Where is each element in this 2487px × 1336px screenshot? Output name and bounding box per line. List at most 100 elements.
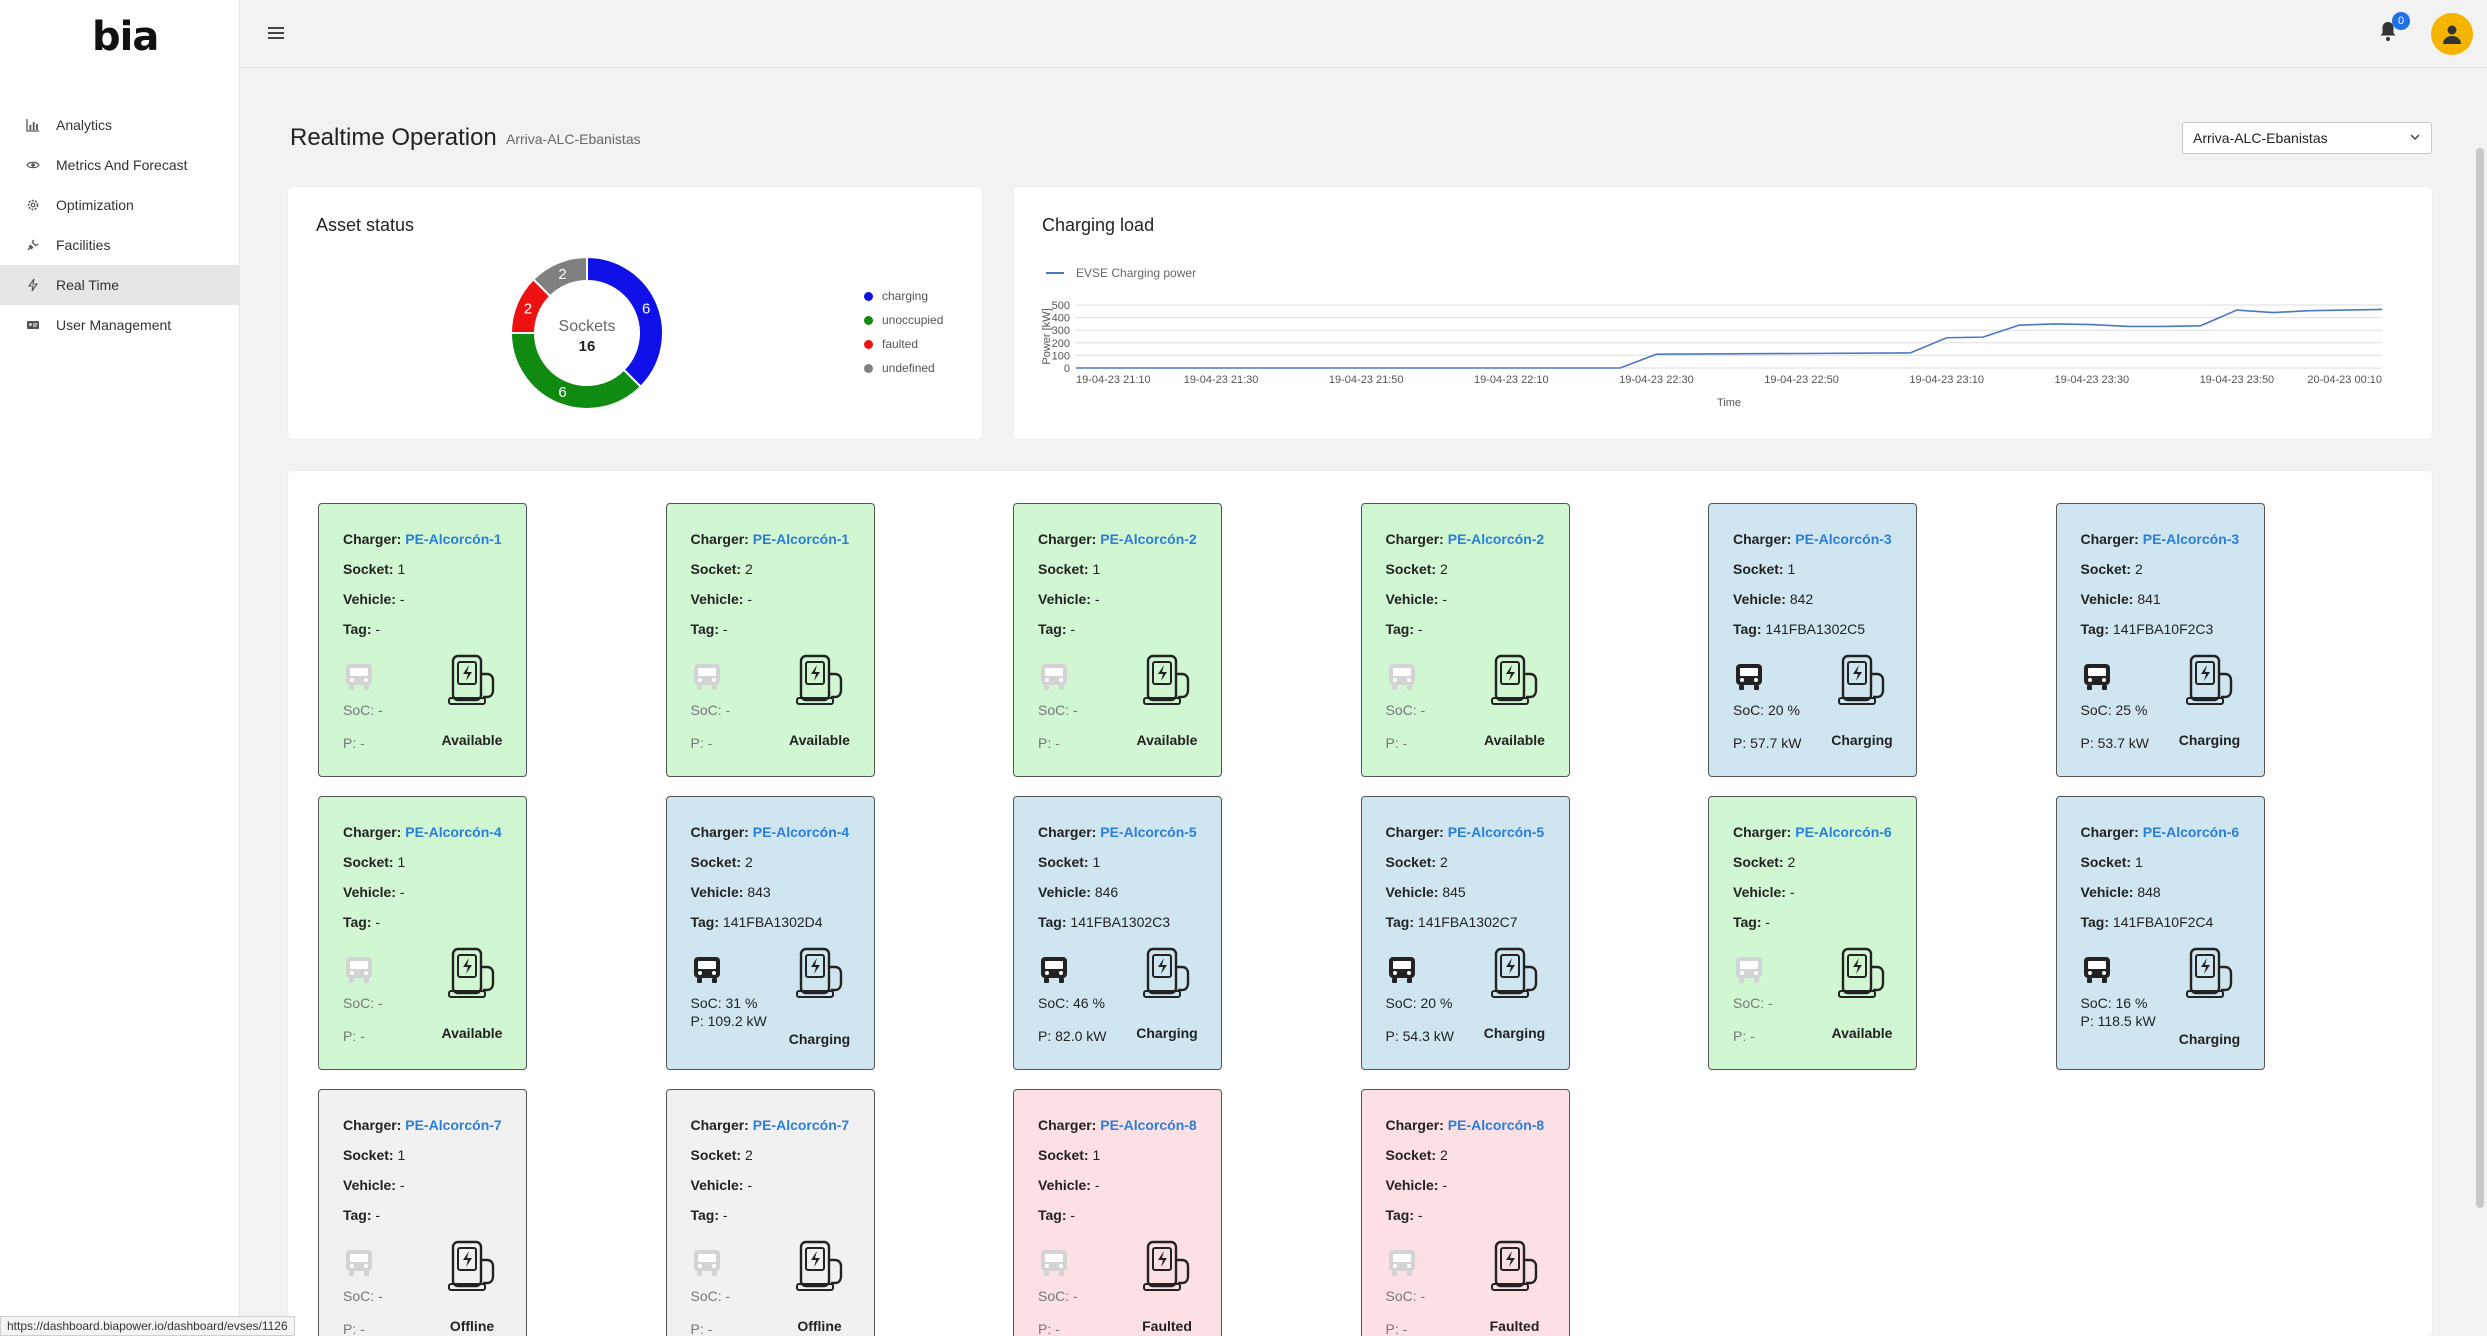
series-line-evse-charging-power[interactable]: [1076, 308, 2383, 369]
charger-label: Charger:: [1385, 824, 1444, 840]
evse-status: Available: [1831, 1025, 1893, 1041]
power-label: P:: [1038, 1321, 1052, 1336]
evse-card[interactable]: Charger: PE-Alcorcón-1 Socket: 2 Vehicle…: [665, 503, 875, 777]
evse-card[interactable]: Charger: PE-Alcorcón-7 Socket: 1 Vehicle…: [318, 1089, 527, 1336]
power-label: P:: [1038, 1028, 1052, 1044]
charger-link[interactable]: PE-Alcorcón-5: [1100, 824, 1197, 840]
charging-station-icon: [443, 652, 499, 708]
tag-value: 141FBA10F2C4: [2112, 914, 2214, 930]
hamburger-menu-icon[interactable]: [268, 24, 288, 44]
evse-status: Charging: [1136, 1025, 1198, 1041]
soc-label: SoC:: [1038, 702, 1070, 718]
scrollbar-thumb[interactable]: [2476, 148, 2484, 1208]
soc-value: 46 %: [1073, 995, 1105, 1011]
socket-label: Socket:: [1733, 854, 1784, 870]
evse-card[interactable]: Charger: PE-Alcorcón-1 Socket: 1 Vehicle…: [318, 503, 527, 777]
evse-tag-row: Tag: -: [691, 1207, 728, 1223]
site-select[interactable]: Arriva-ALC-Ebanistas: [2182, 122, 2432, 154]
charger-link[interactable]: PE-Alcorcón-3: [1795, 531, 1892, 547]
evse-card[interactable]: Charger: PE-Alcorcón-2 Socket: 2 Vehicle…: [1360, 503, 1570, 777]
evse-card[interactable]: Charger: PE-Alcorcón-8 Socket: 1 Vehicle…: [1013, 1089, 1222, 1336]
soc-label: SoC:: [343, 995, 375, 1011]
power-label: P:: [2080, 735, 2094, 751]
sidebar-item-facilities[interactable]: Facilities: [0, 225, 240, 265]
evse-card[interactable]: Charger: PE-Alcorcón-5 Socket: 2 Vehicle…: [1360, 796, 1570, 1070]
donut-slice-unoccupied[interactable]: [509, 332, 643, 410]
socket-value: 1: [397, 1147, 406, 1163]
sidebar-item-real-time[interactable]: Real Time: [0, 265, 240, 305]
charger-link[interactable]: PE-Alcorcón-7: [752, 1117, 850, 1133]
sidebar-item-optimization[interactable]: Optimization: [0, 185, 240, 225]
vehicle-label: Vehicle:: [343, 884, 396, 900]
evse-card[interactable]: Charger: PE-Alcorcón-6 Socket: 2 Vehicle…: [1708, 796, 1917, 1070]
charger-link[interactable]: PE-Alcorcón-4: [752, 824, 850, 840]
evse-card[interactable]: Charger: PE-Alcorcón-8 Socket: 2 Vehicle…: [1360, 1089, 1570, 1336]
soc-row: SoC: -: [1038, 1288, 1078, 1304]
charger-link[interactable]: PE-Alcorcón-8: [1100, 1117, 1197, 1133]
charger-link[interactable]: PE-Alcorcón-8: [1447, 1117, 1545, 1133]
soc-label: SoC:: [1733, 702, 1765, 718]
bolt-icon: [24, 276, 42, 294]
bia-logo[interactable]: bia: [92, 14, 159, 60]
soc-row: SoC: 46 %: [1038, 995, 1105, 1011]
charging-station-icon: [791, 945, 847, 1001]
evse-card[interactable]: Charger: PE-Alcorcón-3 Socket: 1 Vehicle…: [1708, 503, 1917, 777]
charger-link[interactable]: PE-Alcorcón-1: [752, 531, 850, 547]
tag-value: -: [1070, 1207, 1076, 1223]
sidebar-item-metrics[interactable]: Metrics And Forecast: [0, 145, 240, 185]
charging-station-icon: [443, 945, 499, 1001]
charger-label: Charger:: [343, 1117, 402, 1133]
soc-label: SoC:: [690, 995, 722, 1011]
soc-row: SoC: 16 %: [2081, 995, 2148, 1011]
vehicle-label: Vehicle:: [1733, 591, 1786, 607]
socket-value: 1: [1092, 854, 1101, 870]
soc-row: SoC: -: [1386, 702, 1426, 718]
evse-tag-row: Tag: -: [1386, 621, 1423, 637]
charger-link[interactable]: PE-Alcorcón-2: [1100, 531, 1197, 547]
charging-load-title: Charging load: [1042, 215, 1155, 235]
socket-label: Socket:: [343, 561, 394, 577]
evse-card[interactable]: Charger: PE-Alcorcón-5 Socket: 1 Vehicle…: [1013, 796, 1222, 1070]
evse-tag-row: Tag: 141FBA10F2C4: [2081, 914, 2214, 930]
charger-label: Charger:: [1038, 824, 1097, 840]
page-scrollbar[interactable]: [2473, 68, 2487, 1336]
sidebar-item-analytics[interactable]: Analytics: [0, 105, 240, 145]
evse-card[interactable]: Charger: PE-Alcorcón-4 Socket: 1 Vehicle…: [318, 796, 527, 1070]
gear-icon: [24, 196, 42, 214]
notifications-bell-icon[interactable]: 0: [2378, 12, 2410, 46]
user-avatar[interactable]: [2431, 13, 2473, 55]
bus-icon: [1733, 955, 1767, 985]
charger-link[interactable]: PE-Alcorcón-2: [1447, 531, 1545, 547]
charger-link[interactable]: PE-Alcorcón-1: [405, 531, 502, 547]
charging-station-icon: [791, 652, 847, 708]
bus-icon: [343, 1248, 377, 1278]
soc-row: SoC: -: [1386, 1288, 1426, 1304]
evse-card[interactable]: Charger: PE-Alcorcón-3 Socket: 2 Vehicle…: [2055, 503, 2265, 777]
notification-count-badge: 0: [2392, 12, 2410, 30]
charger-link[interactable]: PE-Alcorcón-6: [1795, 824, 1892, 840]
sidebar-item-user-management[interactable]: User Management: [0, 305, 240, 345]
vehicle-value: -: [747, 1177, 752, 1193]
charger-link[interactable]: PE-Alcorcón-5: [1447, 824, 1545, 840]
sidebar-item-label: Facilities: [56, 237, 111, 253]
evse-card[interactable]: Charger: PE-Alcorcón-4 Socket: 2 Vehicle…: [665, 796, 875, 1070]
evse-status: Available: [1136, 732, 1198, 748]
charger-link[interactable]: PE-Alcorcón-4: [405, 824, 502, 840]
charger-link[interactable]: PE-Alcorcón-7: [405, 1117, 502, 1133]
soc-value: 16 %: [2115, 995, 2148, 1011]
charger-link[interactable]: PE-Alcorcón-6: [2142, 824, 2240, 840]
id-card-icon: [24, 316, 42, 334]
charging-station-icon: [2181, 945, 2237, 1001]
donut-slice-undefined[interactable]: [531, 255, 588, 298]
evse-card[interactable]: Charger: PE-Alcorcón-6 Socket: 1 Vehicle…: [2055, 796, 2265, 1070]
soc-label: SoC:: [1038, 995, 1070, 1011]
evse-card[interactable]: Charger: PE-Alcorcón-7 Socket: 2 Vehicle…: [665, 1089, 875, 1336]
evse-status: Available: [789, 732, 850, 748]
socket-label: Socket:: [1733, 561, 1784, 577]
soc-label: SoC:: [1385, 1288, 1417, 1304]
power-label: P:: [1385, 1321, 1399, 1336]
donut-center-label: Sockets: [559, 318, 616, 335]
evse-card[interactable]: Charger: PE-Alcorcón-2 Socket: 1 Vehicle…: [1013, 503, 1222, 777]
charger-link[interactable]: PE-Alcorcón-3: [2142, 531, 2240, 547]
